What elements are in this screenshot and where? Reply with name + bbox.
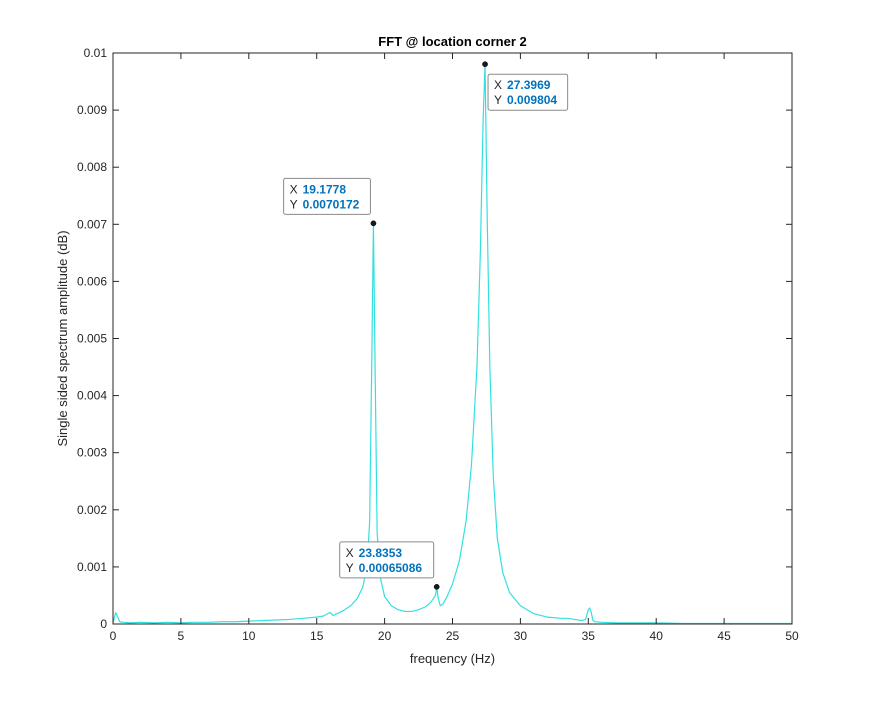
datatip-box <box>339 541 435 579</box>
datatip-x-value: 27.3969 <box>507 78 551 92</box>
datatip-box <box>283 177 371 215</box>
y-tick-label: 0.004 <box>77 389 107 403</box>
datatip-y-value: 0.00065086 <box>359 561 423 575</box>
plot-area <box>113 53 792 624</box>
datatip-marker[interactable] <box>482 61 488 68</box>
datatip-x-value: 23.8353 <box>359 546 403 560</box>
x-axis-label: frequency (Hz) <box>410 651 495 666</box>
y-tick-label: 0.001 <box>77 560 107 574</box>
x-tick-label: 0 <box>110 629 117 643</box>
datatip-y-key: Y <box>290 197 298 211</box>
y-tick-label: 0 <box>100 617 107 631</box>
datatip-0[interactable]: X 19.1778 Y 0.0070172 <box>283 177 377 227</box>
y-tick-label: 0.003 <box>77 446 107 460</box>
datatip-y-value: 0.0070172 <box>303 197 360 211</box>
y-tick-label: 0.005 <box>77 332 107 346</box>
y-tick-label: 0.007 <box>77 217 107 231</box>
datatip-marker[interactable] <box>433 583 440 590</box>
y-tick-label: 0.01 <box>84 46 108 60</box>
y-axis-label: Single sided spectrum amplitude (dB) <box>55 230 70 446</box>
y-tick-label: 0.009 <box>77 103 107 117</box>
datatip-y-value: 0.009804 <box>507 93 557 107</box>
datatip-1[interactable]: X 27.3969 Y 0.009804 <box>482 61 569 111</box>
datatip-y-key: Y <box>494 93 502 107</box>
y-tick-label: 0.008 <box>77 160 107 174</box>
datatip-y-key: Y <box>346 561 354 575</box>
x-tick-label: 25 <box>446 629 460 643</box>
x-tick-label: 15 <box>310 629 324 643</box>
y-tick-label: 0.006 <box>77 274 107 288</box>
series-line-0 <box>112 63 792 625</box>
axes-layer: 0 5 10 15 20 25 30 35 40 45 50 0 0.001 0.002 0.003 0.00… <box>77 46 799 643</box>
datatip-x-value: 19.1778 <box>303 182 347 196</box>
x-tick-label: 5 <box>178 629 185 643</box>
x-tick-label: 45 <box>717 629 731 643</box>
x-tick-label: 20 <box>378 629 392 643</box>
datatip-box <box>487 73 569 111</box>
series-layer <box>112 63 792 625</box>
datatip-x-key: X <box>346 546 354 560</box>
datatip-x-key: X <box>290 182 298 196</box>
datatip-2[interactable]: X 23.8353 Y 0.00065086 <box>339 541 440 590</box>
datatip-marker[interactable] <box>370 220 377 227</box>
chart-title: FFT @ location corner 2 <box>378 34 526 49</box>
x-tick-label: 30 <box>514 629 528 643</box>
y-tick-label: 0.002 <box>77 503 107 517</box>
x-tick-label: 40 <box>650 629 664 643</box>
datatip-x-key: X <box>494 78 502 92</box>
x-tick-label: 10 <box>242 629 256 643</box>
x-tick-label: 50 <box>785 629 799 643</box>
datatips-layer: X 19.1778 Y 0.0070172 X 27.3969 Y 0.009804 X 23.8… <box>283 61 569 590</box>
x-tick-label: 35 <box>582 629 596 643</box>
